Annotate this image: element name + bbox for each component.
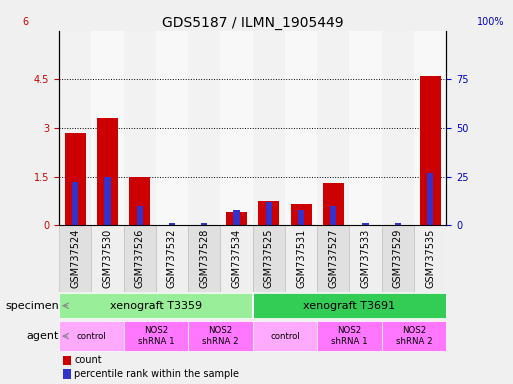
Bar xyxy=(363,223,369,225)
Text: GSM737534: GSM737534 xyxy=(231,228,242,288)
Text: GSM737527: GSM737527 xyxy=(328,228,339,288)
Bar xyxy=(104,177,111,225)
Text: percentile rank within the sample: percentile rank within the sample xyxy=(74,369,240,379)
Text: NOS2
shRNA 1: NOS2 shRNA 1 xyxy=(331,326,368,346)
Bar xyxy=(285,31,317,225)
Bar xyxy=(252,225,285,292)
Text: GSM737529: GSM737529 xyxy=(393,228,403,288)
Bar xyxy=(420,76,441,225)
Text: xenograft T3691: xenograft T3691 xyxy=(303,301,396,311)
Text: GSM737533: GSM737533 xyxy=(361,228,370,288)
Bar xyxy=(136,206,143,225)
Text: GSM737532: GSM737532 xyxy=(167,228,177,288)
Bar xyxy=(349,225,382,292)
Text: GSM737528: GSM737528 xyxy=(199,228,209,288)
Bar xyxy=(156,31,188,225)
Bar xyxy=(285,225,317,292)
Bar xyxy=(290,204,311,225)
Bar xyxy=(317,225,349,292)
Bar xyxy=(91,225,124,292)
Bar xyxy=(382,31,414,225)
Bar xyxy=(414,225,446,292)
Bar xyxy=(221,225,252,292)
Bar xyxy=(382,321,446,351)
Text: 6: 6 xyxy=(22,17,28,27)
Text: count: count xyxy=(74,356,102,366)
Bar xyxy=(124,31,156,225)
Text: xenograft T3359: xenograft T3359 xyxy=(110,301,202,311)
Bar xyxy=(233,210,240,225)
Bar xyxy=(65,133,86,225)
Bar xyxy=(124,225,156,292)
Bar xyxy=(259,201,279,225)
Bar xyxy=(188,225,221,292)
Text: agent: agent xyxy=(27,331,59,341)
Text: control: control xyxy=(76,332,106,341)
Text: GSM737530: GSM737530 xyxy=(103,228,112,288)
Bar xyxy=(394,223,401,225)
Title: GDS5187 / ILMN_1905449: GDS5187 / ILMN_1905449 xyxy=(162,16,344,30)
Text: GSM737524: GSM737524 xyxy=(70,228,80,288)
Bar xyxy=(317,321,382,351)
Bar xyxy=(97,118,118,225)
Bar xyxy=(201,223,207,225)
Text: NOS2
shRNA 2: NOS2 shRNA 2 xyxy=(202,326,239,346)
Bar xyxy=(323,183,344,225)
Text: GSM737526: GSM737526 xyxy=(135,228,145,288)
Bar xyxy=(266,202,272,225)
Bar xyxy=(129,177,150,225)
Text: NOS2
shRNA 2: NOS2 shRNA 2 xyxy=(396,326,432,346)
Bar xyxy=(59,225,91,292)
Text: control: control xyxy=(270,332,300,341)
Bar xyxy=(298,210,304,225)
Text: NOS2
shRNA 1: NOS2 shRNA 1 xyxy=(137,326,174,346)
Bar xyxy=(63,356,71,365)
Bar xyxy=(72,182,78,225)
Bar xyxy=(382,225,414,292)
Bar xyxy=(188,321,252,351)
Bar xyxy=(91,31,124,225)
Text: specimen: specimen xyxy=(5,301,59,311)
Text: GSM737531: GSM737531 xyxy=(296,228,306,288)
Bar xyxy=(169,223,175,225)
Bar xyxy=(59,31,91,225)
Bar xyxy=(252,321,317,351)
Bar xyxy=(59,321,124,351)
Bar xyxy=(414,31,446,225)
Text: GSM737535: GSM737535 xyxy=(425,228,435,288)
Bar xyxy=(349,31,382,225)
Bar xyxy=(156,225,188,292)
Bar xyxy=(63,369,71,379)
Bar xyxy=(330,206,337,225)
Bar xyxy=(188,31,221,225)
Bar xyxy=(226,212,247,225)
Text: GSM737525: GSM737525 xyxy=(264,228,274,288)
Bar xyxy=(252,31,285,225)
Bar xyxy=(124,321,188,351)
Bar xyxy=(59,293,252,318)
Bar xyxy=(427,173,433,225)
Text: 100%: 100% xyxy=(477,17,505,27)
Bar xyxy=(221,31,252,225)
Bar xyxy=(252,293,446,318)
Bar xyxy=(317,31,349,225)
